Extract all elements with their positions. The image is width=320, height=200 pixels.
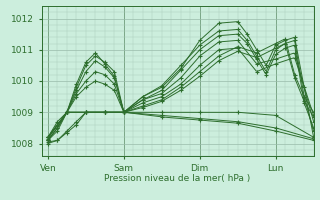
X-axis label: Pression niveau de la mer( hPa ): Pression niveau de la mer( hPa ) [104,174,251,183]
